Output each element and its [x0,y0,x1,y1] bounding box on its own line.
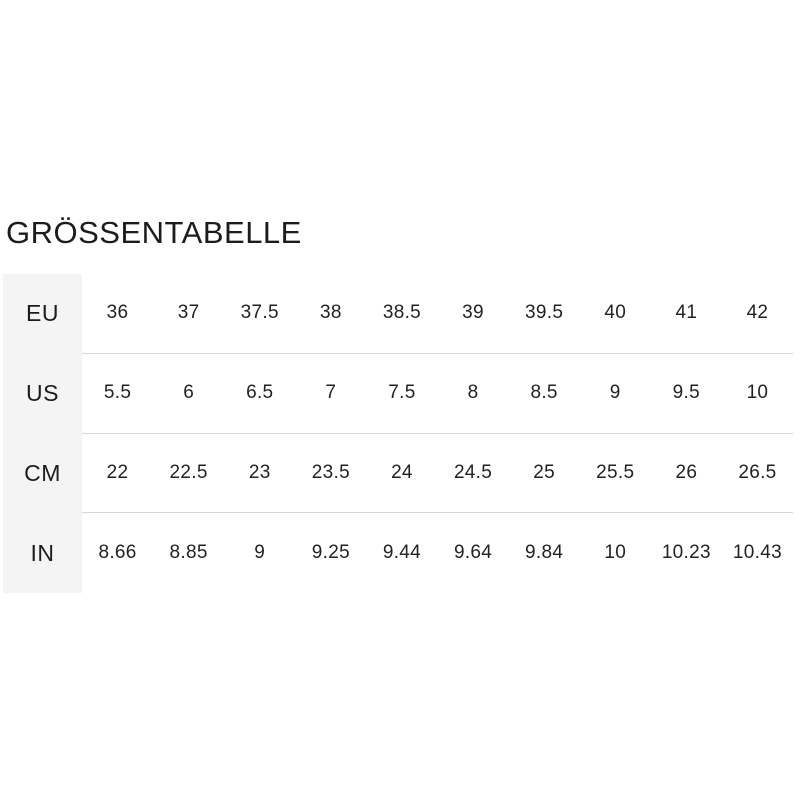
table-row-cm: CM 22 22.5 23 23.5 24 24.5 25 25.5 26 26… [3,433,793,514]
size-value-cell: 40 [604,302,627,324]
size-value-cell: 42 [746,302,769,324]
row-values-eu: 36 37 37.5 38 38.5 39 39.5 40 41 42 [82,274,793,354]
size-value-cell: 9 [609,382,621,404]
row-values-cm: 22 22.5 23 23.5 24 24.5 25 25.5 26 26.5 [82,434,793,514]
size-value-cell: 26 [675,461,698,483]
size-value-cell: 26.5 [738,461,777,483]
size-value-cell: 9.25 [311,542,350,564]
size-value-cell: 37.5 [240,302,279,324]
size-value-cell: 38 [319,302,342,324]
size-value-cell: 23.5 [311,461,350,483]
size-value-cell: 6.5 [246,382,274,404]
row-label-eu: EU [3,274,82,354]
row-values-in: 8.66 8.85 9 9.25 9.44 9.64 9.84 10 10.23… [82,513,793,593]
size-value-cell: 6 [183,382,195,404]
size-value-cell: 23 [248,461,271,483]
size-value-cell: 9.84 [525,542,564,564]
size-value-cell: 10 [746,382,769,404]
size-value-cell: 8.5 [530,382,558,404]
size-value-cell: 8.85 [169,542,208,564]
size-value-cell: 9 [254,542,266,564]
table-row-in: IN 8.66 8.85 9 9.25 9.44 9.64 9.84 10 10… [3,513,793,593]
size-value-cell: 41 [675,302,698,324]
row-label-in: IN [3,513,82,593]
row-label-cm: CM [3,433,82,514]
row-values-us: 5.5 6 6.5 7 7.5 8 8.5 9 9.5 10 [82,354,793,434]
size-value-cell: 10.43 [732,542,782,564]
size-value-cell: 39.5 [525,302,564,324]
size-value-cell: 9.5 [672,382,700,404]
size-value-cell: 25.5 [596,461,635,483]
size-value-cell: 22 [106,461,129,483]
size-chart-title: GRÖSSENTABELLE [6,215,302,250]
table-row-us: US 5.5 6 6.5 7 7.5 8 8.5 9 9.5 10 [3,353,793,434]
size-value-cell: 8 [467,382,479,404]
size-value-cell: 7.5 [388,382,416,404]
size-value-cell: 8.66 [98,542,137,564]
size-chart-table: EU 36 37 37.5 38 38.5 39 39.5 40 41 42 U… [3,274,793,593]
size-value-cell: 10.23 [661,542,711,564]
size-value-cell: 24.5 [453,461,493,483]
size-value-cell: 7 [325,382,337,404]
row-label-us: US [3,353,82,434]
size-value-cell: 36 [106,302,129,324]
size-value-cell: 10 [604,542,627,564]
size-value-cell: 9.64 [453,542,493,564]
size-value-cell: 38.5 [382,302,422,324]
size-value-cell: 22.5 [169,461,208,483]
size-value-cell: 25 [533,461,555,483]
table-row-eu: EU 36 37 37.5 38 38.5 39 39.5 40 41 42 [3,274,793,354]
size-value-cell: 5.5 [103,382,132,404]
size-value-cell: 9.44 [382,542,422,564]
size-value-cell: 39 [462,302,484,324]
size-value-cell: 24 [391,461,413,483]
size-value-cell: 37 [177,302,200,324]
